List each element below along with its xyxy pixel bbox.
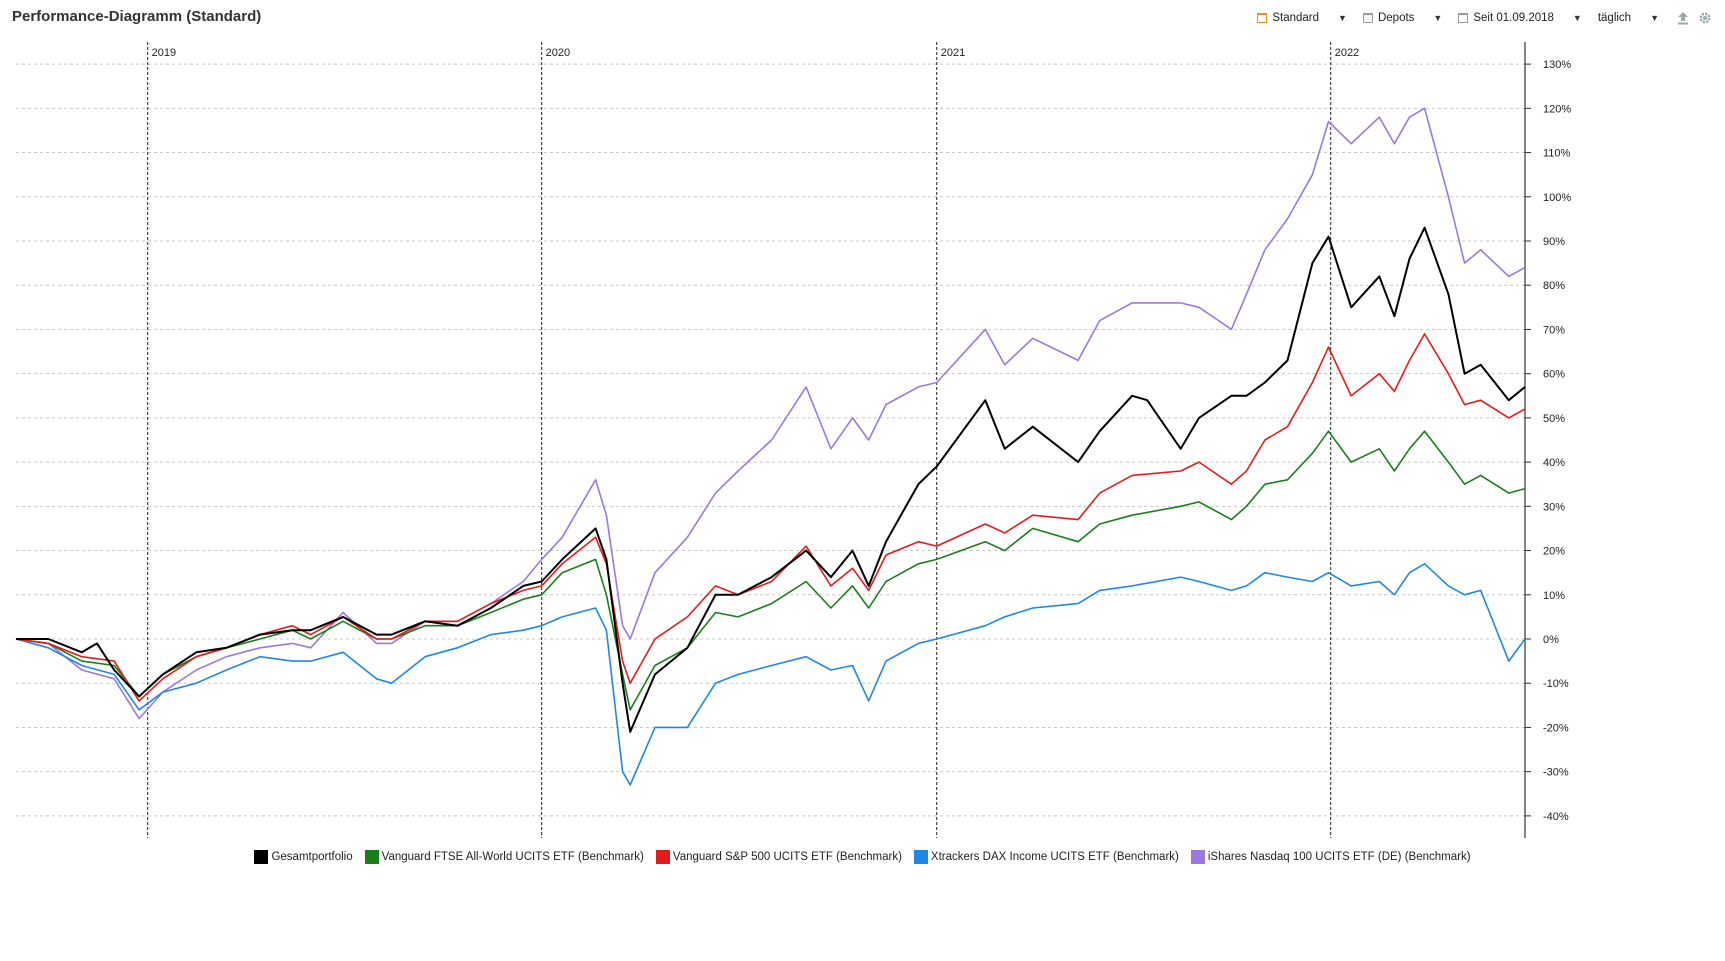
chart-legend: Gesamtportfolio Vanguard FTSE All-World U… (0, 850, 1725, 864)
legend-item[interactable]: Vanguard S&P 500 UCITS ETF (Benchmark) (655, 850, 902, 864)
y-tick-label: 10% (1543, 590, 1565, 602)
y-tick-label: -40% (1543, 811, 1569, 823)
y-tick-label: 130% (1543, 59, 1571, 71)
series-line (15, 563, 1526, 786)
legend-label: Vanguard FTSE All-World UCITS ETF (Bench… (381, 851, 644, 863)
chevron-down-icon: ▼ (1433, 13, 1443, 23)
legend-label: Gesamtportfolio (271, 851, 353, 863)
calendar-icon (1458, 13, 1469, 23)
y-tick-label: -30% (1543, 767, 1569, 779)
legend-label: Vanguard S&P 500 UCITS ETF (Benchmark) (672, 851, 902, 863)
legend-swatch (913, 850, 928, 864)
y-tick-label: 100% (1543, 192, 1571, 204)
y-tick-label: -20% (1543, 722, 1569, 734)
year-marker-label: 2021 (941, 47, 965, 59)
chevron-down-icon: ▼ (1338, 13, 1347, 23)
year-marker-label: 2020 (546, 47, 570, 59)
y-tick-label: 120% (1543, 103, 1571, 115)
chevron-down-icon: ▼ (1572, 13, 1582, 23)
depots-selector[interactable]: Depots ▼ (1362, 12, 1452, 24)
legend-label: Xtrackers DAX Income UCITS ETF (Benchmar… (930, 851, 1179, 863)
legend-item[interactable]: Vanguard FTSE All-World UCITS ETF (Bench… (364, 850, 644, 864)
y-tick-label: 90% (1543, 236, 1565, 248)
y-tick-label: 50% (1543, 413, 1565, 425)
legend-swatch (364, 850, 379, 864)
year-marker-label: 2019 (152, 47, 176, 59)
legend-item[interactable]: iShares Nasdaq 100 UCITS ETF (DE) (Bench… (1190, 850, 1471, 864)
export-icon[interactable] (1675, 10, 1691, 26)
interval-selector-label: täglich (1597, 12, 1632, 24)
series-line (15, 430, 1526, 711)
y-tick-label: 0% (1543, 634, 1559, 646)
performance-chart: -40% -30% -20% -10% 0% 10% 20% 30% 40% 50% 60% 70% 8… (15, 42, 1571, 838)
depots-selector-label: Depots (1377, 12, 1415, 24)
series-line (16, 226, 1526, 733)
view-selector-label: Standard (1272, 12, 1320, 24)
range-selector-label: Seit 01.09.2018 (1473, 12, 1554, 24)
y-tick-label: 70% (1543, 324, 1565, 336)
interval-selector[interactable]: täglich ▼ (1598, 12, 1669, 24)
series-line (15, 107, 1526, 720)
view-icon (1257, 13, 1268, 23)
y-tick-label: 20% (1543, 546, 1565, 558)
y-tick-label: 30% (1543, 501, 1565, 513)
legend-item[interactable]: Gesamtportfolio (254, 850, 353, 864)
page-title: Performance-Diagramm (Standard) (12, 8, 262, 25)
view-selector[interactable]: Standard ▼ (1257, 12, 1357, 24)
chart-toolbar: Standard ▼ Depots ▼ Seit 01.09.2018 ▼ tä… (1257, 10, 1713, 26)
legend-item[interactable]: Xtrackers DAX Income UCITS ETF (Benchmar… (913, 850, 1179, 864)
y-tick-label: 40% (1543, 457, 1565, 469)
y-tick-label: -10% (1543, 678, 1569, 690)
legend-swatch (1190, 850, 1205, 864)
y-tick-label: 110% (1543, 148, 1571, 160)
chevron-down-icon: ▼ (1650, 13, 1659, 23)
range-selector[interactable]: Seit 01.09.2018 ▼ (1458, 12, 1592, 24)
series-line (15, 333, 1526, 702)
y-tick-label: 60% (1543, 369, 1565, 381)
y-tick-label: 80% (1543, 280, 1565, 292)
legend-swatch (254, 850, 269, 864)
legend-swatch (655, 850, 670, 864)
legend-label: iShares Nasdaq 100 UCITS ETF (DE) (Bench… (1207, 851, 1471, 863)
gear-icon[interactable] (1697, 10, 1713, 26)
depots-icon (1362, 13, 1373, 23)
year-marker-label: 2022 (1335, 47, 1359, 59)
